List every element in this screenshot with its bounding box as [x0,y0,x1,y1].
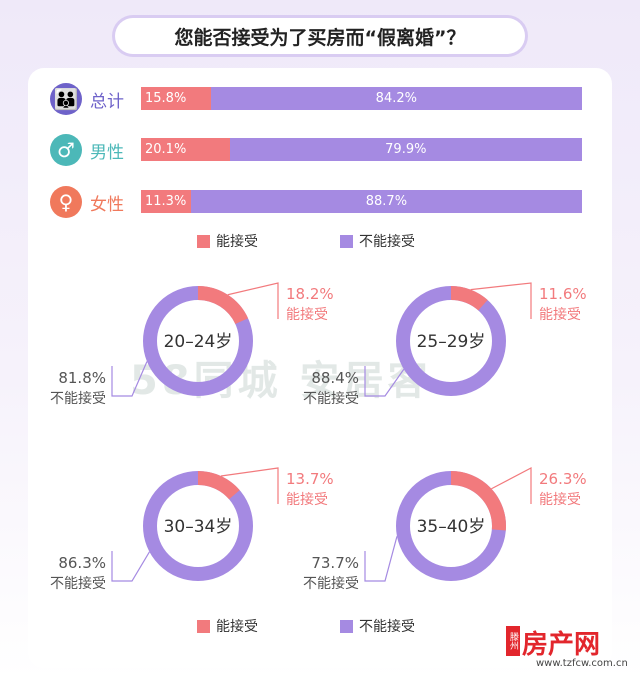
donut-age-label: 35–40岁 [417,517,486,537]
bar-category-label: 总计 [90,91,124,112]
donut-accept-label: 能接受 [539,306,581,323]
donut-accept-value: 26.3% [539,470,587,488]
legend-label-reject: 不能接受 [359,234,415,250]
bar-segment-accept: 20.1% [141,138,230,161]
donut-reject-label: 不能接受 [50,575,106,592]
stacked-bar: 11.3% 88.7% [141,190,582,213]
donut-accept-label: 能接受 [286,306,328,323]
donut-slice-accept [450,286,488,311]
leader-line-reject [364,536,398,582]
legend-label-accept: 能接受 [216,234,258,250]
logo-url: www.tzfcw.com.cn [536,658,628,669]
legend-label-accept: 能接受 [216,619,258,635]
legend-swatch-reject [340,619,353,633]
legend-swatch-reject [340,234,353,248]
leader-line-reject [111,361,148,397]
leader-line-reject [111,551,150,582]
chart-panel [28,68,612,668]
legend-label-reject: 不能接受 [359,619,415,635]
donut-reject-value: 81.8% [58,369,106,387]
donut-age-label: 25–29岁 [417,332,486,352]
bar-segment-reject: 79.9% [229,138,582,161]
donut-slice-accept [450,471,506,531]
donut-reject-label: 不能接受 [303,575,359,592]
logo-brand: 房产网 [522,630,601,660]
logo-badge: 滕州 [506,626,520,656]
donut-accept-label: 能接受 [539,491,581,508]
donut-age-label: 30–34岁 [164,517,233,537]
donut-reject-value: 86.3% [58,554,106,572]
donut-accept-value: 11.6% [539,285,587,303]
leader-line-accept [227,282,279,319]
legend-swatch-accept [197,234,210,248]
male-icon: ♂ [50,134,82,166]
stacked-bar: 15.8% 84.2% [141,87,582,110]
people-icon: 👪 [50,83,82,115]
leader-line-reject [364,366,405,397]
donut-slice-accept [197,286,249,325]
legend-bottom: 能接受 不能接受 [197,616,415,636]
donut-reject-label: 不能接受 [50,390,106,407]
female-icon: ♀ [50,186,82,218]
bar-category-label: 男性 [90,142,124,163]
bar-segment-accept: 11.3% [141,190,191,213]
leader-line-accept [491,467,532,504]
bar-segment-reject: 84.2% [210,87,582,110]
donut-reject-value: 88.4% [311,369,359,387]
bar-segment-reject: 88.7% [190,190,582,213]
donut-accept-value: 13.7% [286,470,334,488]
donut-reject-value: 73.7% [311,554,359,572]
legend-top: 能接受 不能接受 [197,231,415,251]
bar-row: ♀ 女性 [50,186,138,218]
chart-title: 您能否接受为了买房而“假离婚”？ [115,18,525,54]
bar-category-label: 女性 [90,194,124,215]
bar-row: ♂ 男性 [50,134,138,166]
bar-row: 👪 总计 [50,83,138,115]
donut-reject-label: 不能接受 [303,390,359,407]
donut-accept-label: 能接受 [286,491,328,508]
leader-line-accept [220,467,279,504]
leader-line-accept [470,282,532,319]
donut-accept-value: 18.2% [286,285,334,303]
legend-swatch-accept [197,619,210,633]
bar-segment-accept: 15.8% [141,87,211,110]
donut-age-label: 20–24岁 [164,332,233,352]
stacked-bar: 20.1% 79.9% [141,138,582,161]
donut-slice-accept [197,471,240,500]
